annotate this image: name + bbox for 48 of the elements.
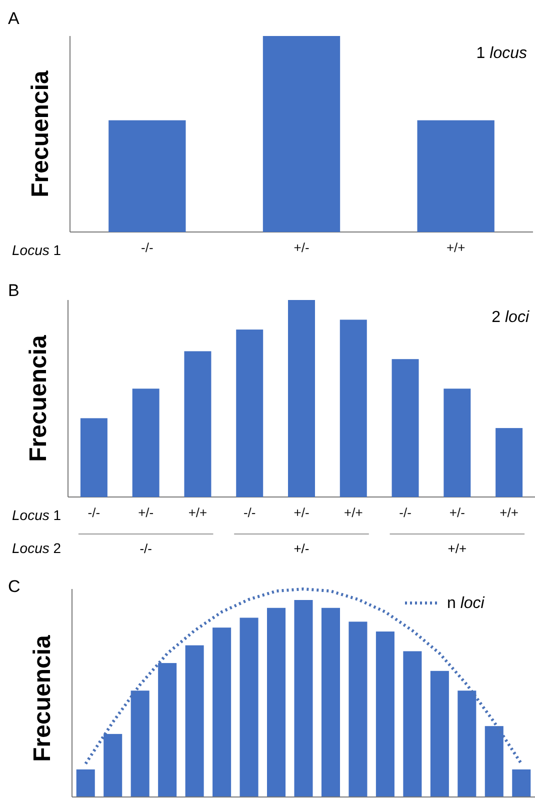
x-tick-label: +/+ (344, 504, 363, 520)
bar (430, 670, 449, 797)
y-axis-title: Frecuencia (27, 70, 54, 198)
x-axis-title: Locus 1 (12, 242, 62, 258)
bar (132, 388, 160, 497)
annotation: 2 loci (492, 309, 530, 326)
text: Locus 2 (12, 540, 62, 556)
x-tick-label: -/- (141, 240, 154, 255)
bar (444, 388, 471, 497)
bar (267, 608, 286, 797)
bar (403, 651, 422, 797)
bar (80, 418, 108, 497)
x-tick-label: +/- (294, 504, 310, 520)
legend-label: n loci (447, 595, 485, 612)
x-axis-title: Locus 1 (12, 507, 62, 523)
x-tick-label: -/- (399, 504, 412, 520)
x-tick-label: +/- (449, 504, 465, 520)
bar (348, 622, 368, 797)
y-axis-title: Frecuencia (29, 634, 56, 762)
bar (294, 600, 313, 797)
bar (288, 300, 315, 497)
text: +/+ (448, 541, 467, 556)
text: -/- (140, 541, 152, 556)
y-axis-title: Frecuencia (25, 334, 52, 462)
x-tick-label: +/+ (500, 504, 518, 520)
bar (496, 428, 523, 497)
x-tick-label: -/- (243, 504, 256, 520)
x-tick-label: +/+ (446, 240, 466, 255)
chart-title: B (8, 281, 20, 300)
chart-title: C (8, 577, 20, 596)
bar (185, 645, 204, 797)
bar (236, 330, 264, 497)
x-tick-label: +/+ (188, 504, 208, 520)
bar (340, 320, 367, 497)
text: +/- (294, 541, 310, 556)
x-tick-label: -/- (88, 504, 100, 520)
bar (76, 769, 95, 797)
bar (512, 769, 531, 797)
x-tick-label: +/- (138, 504, 154, 520)
bar (184, 351, 212, 497)
bar (212, 628, 232, 797)
x-tick-label: +/- (294, 240, 310, 255)
bar (392, 359, 419, 497)
chart-title: A (8, 9, 20, 28)
bar (376, 632, 394, 797)
annotation: 1 locus (476, 45, 527, 62)
bar (321, 608, 340, 797)
bar (240, 618, 258, 797)
